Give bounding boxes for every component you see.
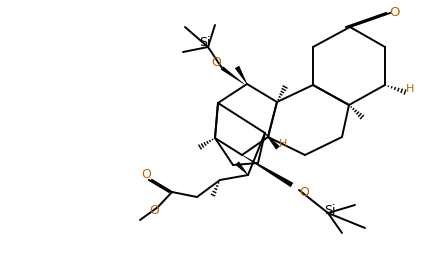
Text: O: O [149,205,159,217]
Text: H: H [279,139,287,149]
Text: H: H [406,84,414,94]
Polygon shape [235,66,247,84]
Text: O: O [299,186,309,199]
Polygon shape [235,161,248,175]
Polygon shape [221,66,244,84]
Text: O: O [141,169,151,181]
Text: Si: Si [324,204,336,217]
Text: O: O [390,7,400,20]
Text: O: O [211,56,221,68]
Polygon shape [242,155,293,187]
Text: Si: Si [199,37,211,50]
Polygon shape [265,133,280,150]
